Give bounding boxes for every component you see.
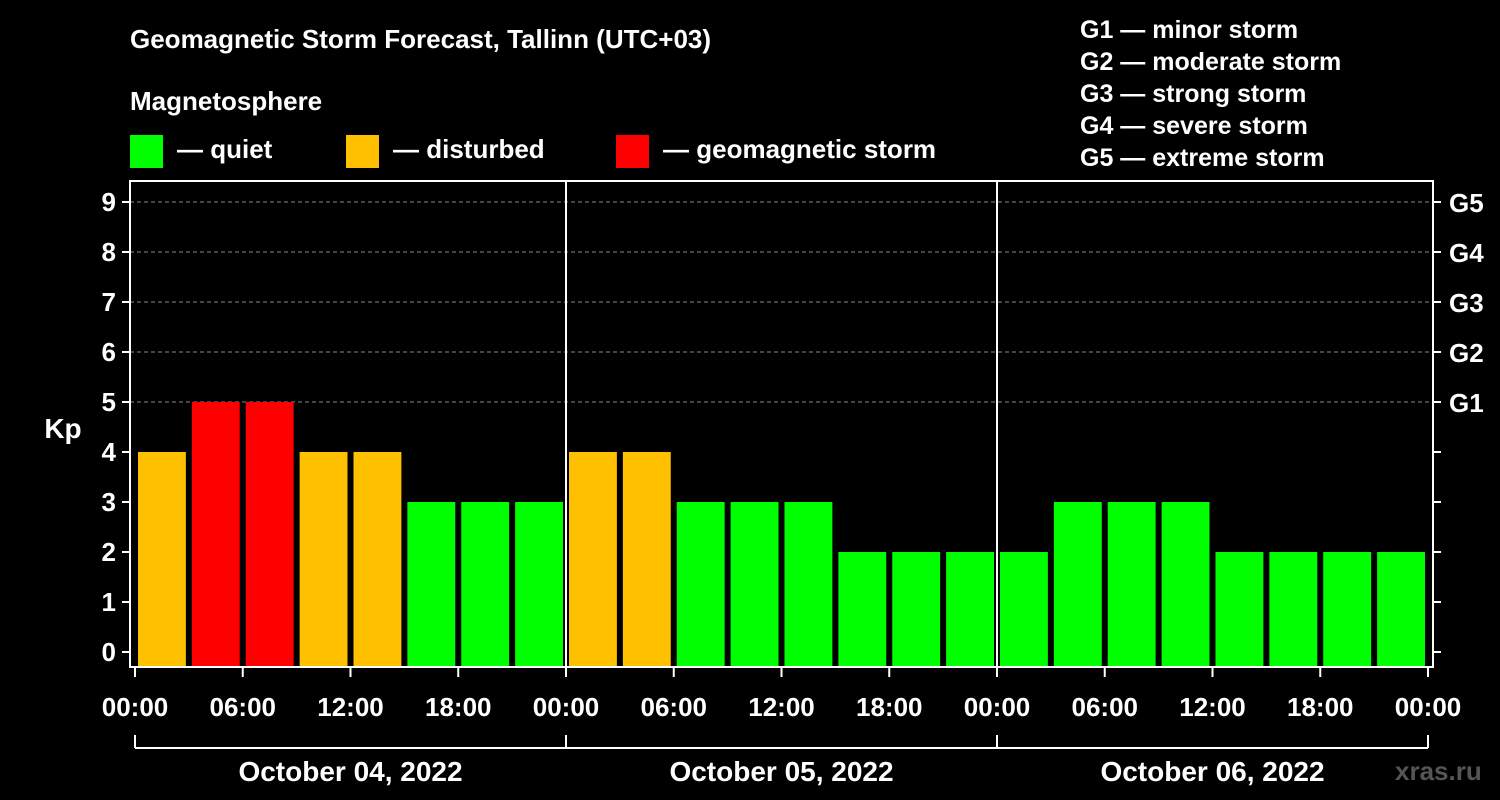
kp-bar bbox=[1000, 552, 1048, 667]
kp-bar bbox=[1323, 552, 1372, 667]
kp-bar bbox=[353, 452, 402, 667]
kp-bar bbox=[622, 452, 671, 667]
g-scale-item: G3 — strong storm bbox=[1080, 80, 1307, 108]
g-scale-item: G1 — minor storm bbox=[1080, 16, 1299, 44]
kp-bar bbox=[784, 502, 833, 667]
x-tick-label: 06:00 bbox=[210, 692, 277, 722]
chart-title: Geomagnetic Storm Forecast, Tallinn (UTC… bbox=[130, 24, 712, 54]
g-level-label: G4 bbox=[1449, 238, 1484, 268]
kp-bar bbox=[1161, 502, 1210, 667]
kp-bar bbox=[1269, 552, 1318, 667]
kp-bar bbox=[892, 552, 941, 667]
g-scale-legend: G1 — minor storm G2 — moderate storm G3 … bbox=[1080, 14, 1341, 174]
g-level-label: G5 bbox=[1449, 188, 1484, 218]
kp-bar bbox=[1053, 502, 1102, 667]
y-tick-label: 7 bbox=[102, 287, 116, 317]
kp-bar bbox=[245, 402, 294, 667]
kp-bar bbox=[138, 452, 186, 667]
legend-label-storm: — geomagnetic storm bbox=[663, 134, 937, 164]
kp-bar bbox=[838, 552, 887, 667]
kp-bar bbox=[1377, 552, 1425, 667]
kp-bar bbox=[461, 502, 510, 667]
kp-bar bbox=[515, 502, 563, 667]
x-tick-label: 06:00 bbox=[1072, 692, 1139, 722]
kp-bar bbox=[191, 402, 240, 667]
x-tick-label: 12:00 bbox=[1179, 692, 1246, 722]
g-level-label: G2 bbox=[1449, 338, 1484, 368]
legend-swatch-quiet bbox=[130, 135, 163, 168]
day-label: October 05, 2022 bbox=[669, 756, 893, 787]
x-tick-label: 12:00 bbox=[317, 692, 384, 722]
kp-bar bbox=[1107, 502, 1156, 667]
x-tick-label: 00:00 bbox=[964, 692, 1031, 722]
x-tick-label: 06:00 bbox=[641, 692, 708, 722]
day-label: October 04, 2022 bbox=[238, 756, 462, 787]
y-tick-label: 3 bbox=[102, 487, 116, 517]
kp-bar bbox=[1215, 552, 1264, 667]
y-tick-label: 1 bbox=[102, 587, 116, 617]
g-scale-item: G4 — severe storm bbox=[1080, 112, 1308, 140]
y-tick-label: 6 bbox=[102, 337, 116, 367]
x-tick-label: 18:00 bbox=[856, 692, 923, 722]
g-level-label: G1 bbox=[1449, 388, 1484, 418]
x-tick-label: 18:00 bbox=[1287, 692, 1354, 722]
y-tick-label: 0 bbox=[102, 637, 116, 667]
legend-swatch-disturbed bbox=[346, 135, 379, 168]
y-tick-label: 5 bbox=[102, 387, 116, 417]
y-tick-label: 8 bbox=[102, 237, 116, 267]
y-tick-label: 2 bbox=[102, 537, 116, 567]
legend-swatch-storm bbox=[616, 135, 649, 168]
g-scale-item: G5 — extreme storm bbox=[1080, 144, 1325, 172]
kp-bar bbox=[730, 502, 779, 667]
kp-bar bbox=[407, 502, 456, 667]
g-scale-item: G2 — moderate storm bbox=[1080, 48, 1342, 76]
x-tick-label: 18:00 bbox=[425, 692, 492, 722]
kp-bar bbox=[569, 452, 617, 667]
x-tick-label: 00:00 bbox=[102, 692, 169, 722]
magnetosphere-label: Magnetosphere bbox=[130, 86, 323, 116]
day-label: October 06, 2022 bbox=[1100, 756, 1324, 787]
legend-label-quiet: — quiet bbox=[177, 134, 273, 164]
g-level-label: G3 bbox=[1449, 288, 1484, 318]
kp-bar bbox=[946, 552, 994, 667]
kp-bar bbox=[676, 502, 725, 667]
x-tick-label: 00:00 bbox=[1395, 692, 1462, 722]
x-tick-label: 12:00 bbox=[748, 692, 815, 722]
kp-bar bbox=[299, 452, 348, 667]
y-tick-label: 4 bbox=[102, 437, 117, 467]
y-tick-label: 9 bbox=[102, 187, 116, 217]
y-axis-label: Kp bbox=[44, 413, 81, 444]
watermark: xras.ru bbox=[1395, 756, 1482, 786]
x-tick-label: 00:00 bbox=[533, 692, 600, 722]
legend-label-disturbed: — disturbed bbox=[393, 134, 545, 164]
